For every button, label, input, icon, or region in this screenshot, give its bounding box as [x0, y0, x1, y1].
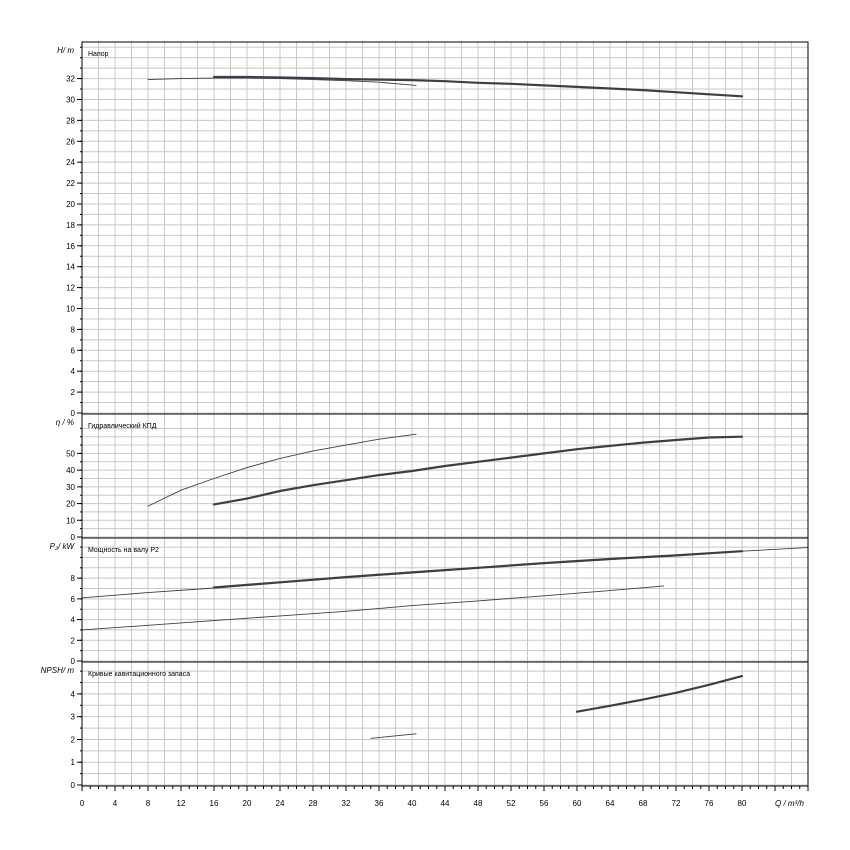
- x-tick-label: 8: [146, 799, 151, 808]
- x-tick-label: 44: [441, 799, 450, 808]
- x-tick-label: 68: [639, 799, 648, 808]
- x-tick-label: 36: [375, 799, 384, 808]
- y-tick-label: 10: [66, 304, 75, 313]
- y-tick-label: 0: [71, 533, 76, 542]
- x-tick-label: 60: [573, 799, 582, 808]
- x-tick-label: 16: [210, 799, 219, 808]
- x-tick-label: 24: [276, 799, 285, 808]
- x-tick-label: 76: [705, 799, 714, 808]
- y-tick-label: 0: [71, 409, 76, 418]
- curve-power-3: [81, 585, 665, 631]
- y-tick-label: 0: [71, 781, 76, 790]
- curve-npsh-2: [370, 733, 417, 739]
- y-tick-label: 24: [66, 158, 75, 167]
- x-tick-label: 20: [243, 799, 252, 808]
- y-tick-label: 8: [71, 325, 76, 334]
- y-tick-label: 3: [71, 713, 76, 722]
- curve-npsh-1: [575, 674, 744, 713]
- y-tick-label: 14: [66, 263, 75, 272]
- y-tick-label: 28: [66, 116, 75, 125]
- x-tick-label: 72: [672, 799, 681, 808]
- panel-title-power: Мощность на валу P2: [88, 547, 159, 554]
- x-tick-label: 32: [342, 799, 351, 808]
- x-tick-label: 80: [738, 799, 747, 808]
- y-tick-label: 2: [71, 735, 76, 744]
- x-tick-label: 64: [606, 799, 615, 808]
- y-tick-label: 32: [66, 75, 75, 84]
- y-axis-label-efficiency: η / %: [56, 418, 74, 427]
- y-tick-label: 30: [66, 95, 75, 104]
- x-tick-label: 12: [177, 799, 186, 808]
- y-tick-label: 8: [71, 574, 76, 583]
- x-tick-label: 40: [408, 799, 417, 808]
- panel-title-head: Напор: [88, 51, 109, 58]
- y-tick-label: 10: [66, 516, 75, 525]
- curve-power-2: [212, 550, 744, 589]
- y-tick-label: 18: [66, 221, 75, 230]
- y-tick-label: 4: [71, 690, 76, 699]
- y-tick-label: 1: [71, 758, 76, 767]
- y-tick-label: 20: [66, 500, 75, 509]
- y-tick-label: 4: [71, 367, 76, 376]
- x-tick-label: 48: [474, 799, 483, 808]
- y-tick-label: 4: [71, 616, 76, 625]
- x-tick-label: 56: [540, 799, 549, 808]
- y-tick-label: 6: [71, 595, 76, 604]
- curve-efficiency-1: [212, 435, 744, 506]
- y-tick-label: 40: [66, 466, 75, 475]
- curve-layer: [81, 75, 809, 739]
- curve-head-2: [147, 77, 417, 86]
- x-tick-label: 28: [309, 799, 318, 808]
- x-tick-label: 52: [507, 799, 516, 808]
- y-axis-label-head: H/ m: [57, 46, 74, 55]
- y-tick-label: 16: [66, 242, 75, 251]
- y-tick-label: 20: [66, 200, 75, 209]
- y-tick-label: 0: [71, 657, 76, 666]
- y-tick-label: 2: [71, 636, 76, 645]
- y-axis-label-npsh: NPSH/ m: [41, 666, 75, 675]
- x-tick-label: 0: [80, 799, 85, 808]
- x-axis-label: Q / m³/h: [775, 799, 804, 808]
- curve-efficiency-2: [147, 433, 417, 507]
- y-tick-label: 2: [71, 388, 76, 397]
- y-tick-label: 50: [66, 449, 75, 458]
- x-tick-label: 4: [113, 799, 118, 808]
- y-tick-label: 6: [71, 346, 76, 355]
- panel-title-efficiency: Гидравлический КПД: [88, 422, 157, 430]
- y-tick-label: 26: [66, 137, 75, 146]
- y-tick-label: 30: [66, 483, 75, 492]
- curve-head-1: [212, 75, 744, 98]
- panel-title-npsh: Кривые кавитационного запаса: [88, 671, 190, 678]
- y-tick-label: 12: [66, 284, 75, 293]
- y-axis-label-power: P₂/ kW: [50, 542, 76, 551]
- y-tick-label: 22: [66, 179, 75, 188]
